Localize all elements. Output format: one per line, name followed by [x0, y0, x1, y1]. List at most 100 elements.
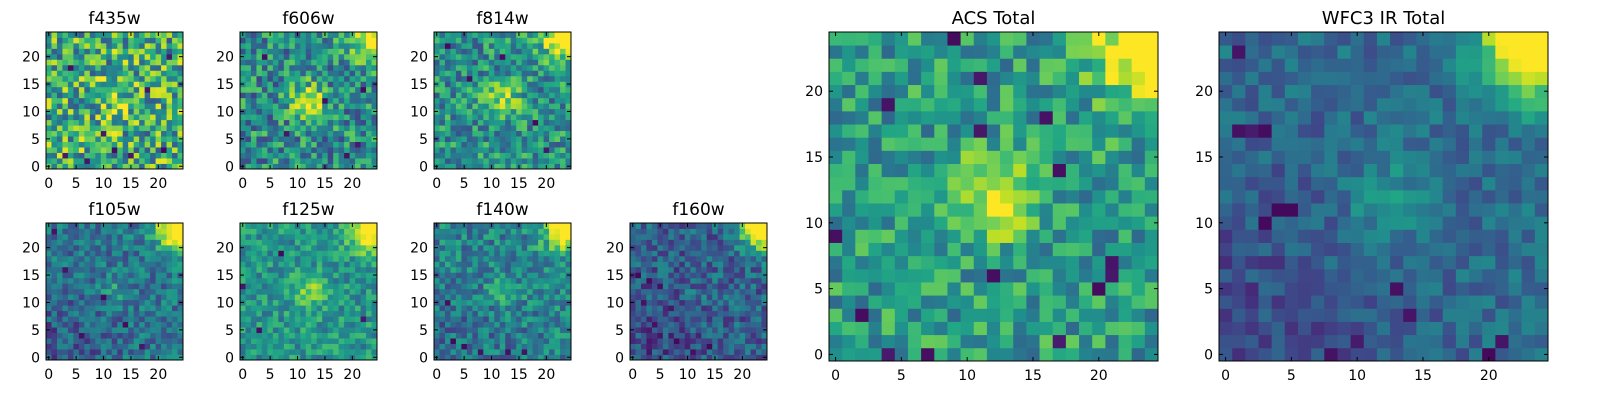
- heatmap-cell: [1105, 216, 1119, 230]
- heatmap-cell: [261, 130, 268, 137]
- heatmap-cell: [73, 48, 80, 55]
- heatmap-cell: [1052, 347, 1067, 362]
- heatmap-cell: [549, 141, 555, 148]
- heatmap-cell: [62, 42, 69, 49]
- heatmap-cell: [439, 316, 446, 323]
- heatmap-cell: [316, 294, 323, 301]
- heatmap-cell: [172, 42, 178, 49]
- heatmap-cell: [322, 338, 329, 344]
- heatmap-cell: [679, 299, 686, 306]
- heatmap-cell: [122, 299, 129, 306]
- heatmap-cell: [355, 261, 361, 268]
- y-tick-label: 5: [615, 323, 624, 339]
- heatmap-cell: [256, 343, 263, 350]
- heatmap-cell: [673, 343, 680, 350]
- heatmap-cell: [439, 125, 446, 132]
- heatmap-cell: [144, 92, 151, 99]
- heatmap-cell: [111, 283, 118, 290]
- y-tick-label: 5: [419, 323, 428, 339]
- heatmap-cell: [100, 332, 107, 339]
- heatmap-cell: [46, 70, 52, 77]
- heatmap-cell: [177, 130, 184, 137]
- heatmap-cell: [488, 277, 495, 284]
- heatmap-cell: [333, 283, 340, 290]
- heatmap-cell: [316, 125, 323, 132]
- heatmap-cell: [695, 255, 702, 262]
- heatmap-cell: [256, 261, 263, 268]
- heatmap-cell: [366, 266, 372, 273]
- heatmap-cell: [360, 354, 367, 361]
- x-tick-label: 15: [316, 367, 334, 383]
- heatmap-cell: [750, 338, 757, 344]
- heatmap-cell: [565, 103, 572, 110]
- heatmap-cell: [117, 64, 124, 71]
- heatmap-cell: [439, 343, 446, 350]
- heatmap-cell: [122, 147, 129, 153]
- heatmap-cell: [100, 288, 107, 295]
- heatmap-cell: [278, 125, 285, 132]
- heatmap-cell: [565, 70, 572, 77]
- heatmap-cell: [355, 338, 361, 344]
- heatmap-cell: [450, 332, 457, 339]
- heatmap-cell: [510, 343, 517, 350]
- heatmap-cell: [344, 114, 350, 121]
- heatmap-cell: [95, 97, 102, 104]
- axes-frame: [629, 222, 768, 361]
- heatmap-cell: [155, 283, 162, 290]
- heatmap-cell: [921, 308, 935, 322]
- heatmap-cell: [532, 338, 539, 344]
- heatmap-cell: [338, 81, 345, 88]
- heatmap-cell: [756, 332, 762, 339]
- heatmap-cell: [549, 305, 555, 312]
- heatmap-cell: [960, 203, 975, 217]
- heatmap-cell: [466, 283, 473, 290]
- heatmap-cell: [1105, 295, 1119, 309]
- heatmap-cell: [78, 244, 85, 251]
- heatmap-cell: [712, 239, 719, 246]
- heatmap-cell: [106, 86, 113, 93]
- heatmap-cell: [717, 299, 724, 306]
- heatmap-cell: [62, 233, 69, 240]
- heatmap-cell: [144, 152, 151, 159]
- x-tick-label: 5: [266, 367, 275, 383]
- heatmap-cell: [881, 176, 896, 191]
- heatmap-cell: [349, 103, 356, 110]
- heatmap-cell: [434, 59, 440, 66]
- heatmap-cell: [1118, 255, 1133, 270]
- heatmap-cell: [855, 347, 869, 362]
- heatmap-cell: [272, 272, 279, 279]
- heatmap-cell: [371, 64, 378, 71]
- heatmap-cell: [986, 150, 1001, 164]
- heatmap-cell: [842, 268, 856, 283]
- heatmap-cell: [250, 103, 257, 110]
- heatmap-cell: [261, 332, 268, 339]
- heatmap-cell: [662, 283, 669, 290]
- heatmap-cell: [46, 158, 52, 164]
- heatmap-cell: [986, 321, 1001, 336]
- heatmap-cell: [67, 266, 74, 273]
- heatmap-cell: [538, 130, 544, 137]
- heatmap-cell: [344, 32, 350, 38]
- heatmap-cell: [488, 147, 495, 153]
- heatmap-cell: [133, 108, 140, 115]
- heatmap-cell: [734, 354, 740, 361]
- heatmap-cell: [739, 250, 746, 257]
- heatmap-cell: [477, 316, 484, 323]
- heatmap-cell: [679, 283, 686, 290]
- heatmap-cell: [712, 327, 719, 333]
- heatmap-cell: [434, 310, 440, 317]
- heatmap-cell: [516, 305, 523, 312]
- y-tick-label: 5: [31, 132, 40, 148]
- heatmap-cell: [172, 119, 178, 126]
- heatmap-cell: [349, 299, 356, 306]
- heatmap-cell: [267, 233, 274, 240]
- heatmap-cell: [444, 64, 451, 71]
- heatmap-cell: [947, 295, 961, 309]
- heatmap-cell: [684, 283, 691, 290]
- heatmap-cell: [67, 119, 74, 126]
- heatmap-cell: [106, 81, 113, 88]
- heatmap-cell: [516, 141, 523, 148]
- heatmap-cell: [294, 64, 301, 71]
- heatmap-cell: [51, 349, 58, 355]
- heatmap-cell: [673, 261, 680, 268]
